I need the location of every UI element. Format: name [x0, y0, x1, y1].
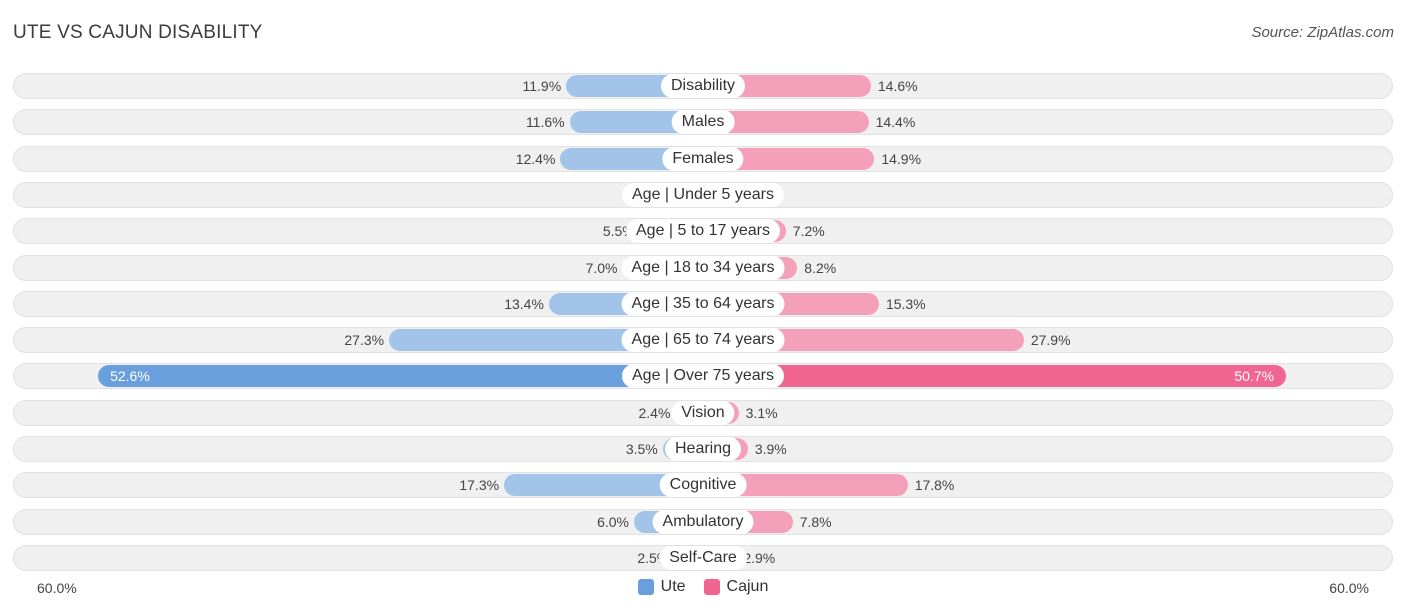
value-ute-vision: 2.4% [638, 404, 671, 421]
value-ute-ambulatory: 6.0% [597, 513, 629, 530]
value-cajun-females: 14.9% [881, 150, 922, 167]
value-cajun-age-over-75-years: 50.7% [1234, 368, 1275, 385]
value-cajun-cognitive: 17.8% [914, 477, 955, 494]
value-cajun-self-care: 2.9% [743, 549, 776, 566]
value-ute-age-35-to-64-years: 13.4% [504, 295, 544, 312]
bar-ute-age-over-75-years [98, 365, 703, 388]
legend-label-ute: Ute [660, 578, 686, 595]
category-label-ambulatory: Ambulatory [652, 509, 754, 534]
value-ute-cognitive: 17.3% [459, 477, 500, 494]
value-cajun-age-5-to-17-years: 7.2% [792, 223, 825, 240]
axis-label-right: 60.0% [1329, 580, 1369, 596]
bar-cajun-females [703, 147, 875, 170]
value-ute-age-18-to-34-years: 7.0% [585, 259, 618, 276]
category-label-age-5-to-17-years: Age | 5 to 17 years [625, 219, 781, 244]
category-label-age-35-to-64-years: Age | 35 to 64 years [621, 291, 785, 316]
category-label-cognitive: Cognitive [659, 473, 747, 498]
value-cajun-age-18-to-34-years: 8.2% [804, 259, 837, 276]
category-label-females: Females [662, 146, 744, 171]
category-label-self-care: Self-Care [659, 545, 747, 570]
category-label-age-under-5-years: Age | Under 5 years [621, 182, 785, 207]
value-cajun-age-65-to-74-years: 27.9% [1030, 332, 1071, 349]
value-cajun-vision: 3.1% [745, 404, 778, 421]
category-label-age-18-to-34-years: Age | 18 to 34 years [621, 255, 785, 280]
value-ute-females: 12.4% [515, 150, 556, 167]
value-ute-disability: 11.9% [522, 78, 562, 94]
bar-ute-cognitive [504, 474, 703, 497]
value-ute-hearing: 3.5% [625, 441, 658, 457]
value-ute-males: 11.6% [525, 114, 565, 131]
value-cajun-ambulatory: 7.8% [799, 513, 832, 530]
chart-title: UTE VS CAJUN DISABILITY [13, 22, 263, 43]
category-label-age-over-75-years: Age | Over 75 years [622, 364, 784, 389]
legend-label-cajun: Cajun [726, 578, 769, 595]
legend-item-cajun: Cajun [703, 578, 769, 596]
value-cajun-males: 14.4% [875, 114, 916, 131]
legend-item-ute: Ute [637, 578, 686, 596]
bar-cajun-males [703, 111, 869, 134]
source-note: Source: ZipAtlas.com [1251, 24, 1394, 41]
value-cajun-hearing: 3.9% [754, 441, 787, 457]
value-ute-age-over-75-years: 52.6% [110, 368, 150, 385]
legend-swatch-ute [637, 579, 654, 595]
value-cajun-disability: 14.6% [877, 78, 918, 94]
category-label-disability: Disability [660, 74, 746, 98]
legend-swatch-cajun [703, 579, 720, 595]
category-label-males: Males [671, 110, 735, 135]
bar-ute-males [569, 111, 703, 134]
value-ute-age-65-to-74-years: 27.3% [344, 332, 385, 349]
category-label-vision: Vision [671, 400, 735, 425]
bar-cajun-disability [703, 75, 871, 97]
bar-cajun-cognitive [703, 474, 908, 497]
category-label-hearing: Hearing [664, 437, 742, 461]
bar-cajun-age-over-75-years [703, 365, 1287, 388]
value-cajun-age-35-to-64-years: 15.3% [885, 295, 926, 312]
axis-label-left: 60.0% [37, 580, 77, 596]
category-label-age-65-to-74-years: Age | 65 to 74 years [621, 328, 785, 353]
legend: Ute Cajun [0, 578, 1406, 596]
